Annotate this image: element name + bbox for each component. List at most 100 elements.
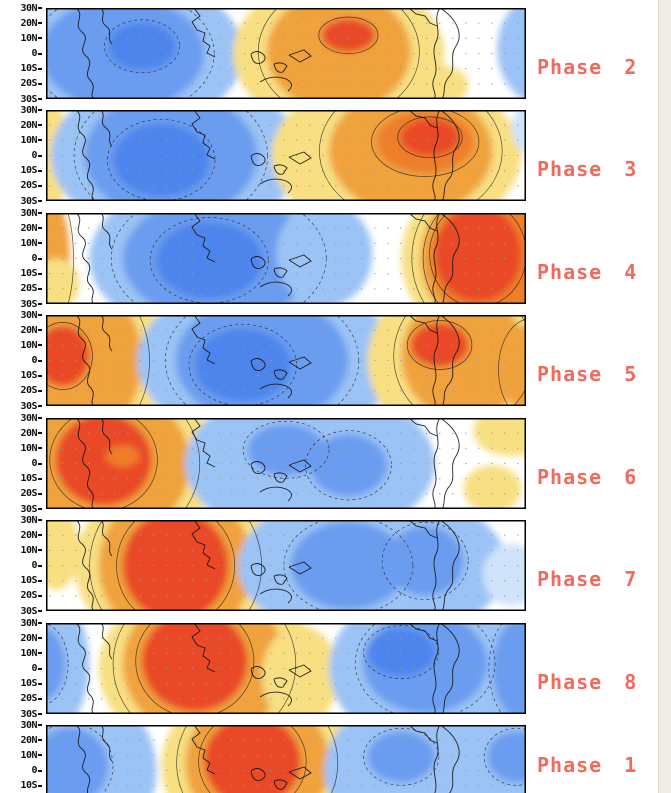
lat-tick: 10S (20, 165, 42, 177)
contour-line (135, 623, 255, 714)
tick-mark (38, 124, 42, 127)
tick-mark (38, 754, 42, 757)
lat-tick: 20N (20, 427, 42, 439)
lat-tick: 0 (31, 253, 42, 265)
phase-2-lat-axis: 30N 20N 10N 0 10S 20S 30S (0, 3, 42, 105)
contour-line (283, 520, 414, 611)
phase-7-map (46, 520, 526, 611)
tick-mark (38, 549, 42, 552)
contour-line (49, 418, 158, 509)
tick-mark (38, 242, 42, 245)
contour-line (318, 16, 379, 54)
lat-tick-label: 10S (20, 780, 37, 792)
tick-mark (38, 329, 42, 332)
lat-tick-label: 30N (20, 514, 37, 526)
tick-mark (38, 257, 42, 260)
lat-tick-label: 10S (20, 575, 37, 587)
lat-tick-label: 30S (20, 708, 37, 720)
lat-tick: 0 (31, 48, 42, 60)
lat-tick-label: 20N (20, 119, 37, 131)
phase-4-map (46, 213, 526, 304)
panel-border (46, 418, 526, 509)
tick-mark (38, 389, 42, 392)
lat-tick: 0 (31, 150, 42, 162)
contour-line (381, 521, 469, 601)
lat-tick: 10S (20, 473, 42, 485)
lat-tick: 0 (31, 765, 42, 777)
tick-mark (38, 492, 42, 495)
lat-tick: 10N (20, 544, 42, 556)
lat-tick-label: 30N (20, 719, 37, 731)
tick-mark (38, 477, 42, 480)
lat-tick-label: 10S (20, 473, 37, 485)
phase-label-phase-2: Phase 2 (537, 55, 638, 79)
coastlines-icon (75, 315, 460, 406)
contour-line (319, 110, 503, 201)
tick-mark (38, 212, 42, 214)
lat-tick-label: 10S (20, 370, 37, 382)
panel-phase-4 (46, 213, 526, 304)
lat-tick-label: 20S (20, 283, 37, 295)
lat-tick-label: 20S (20, 488, 37, 500)
lat-tick-label: 20N (20, 734, 37, 746)
lat-tick: 30N (20, 514, 42, 526)
lat-tick-label: 10N (20, 134, 37, 146)
panel-phase-8 (46, 623, 526, 714)
tick-mark (38, 534, 42, 537)
lat-tick: 20N (20, 119, 42, 131)
lat-tick-label: 30S (20, 605, 37, 617)
phase-label-phase-3: Phase 3 (537, 157, 638, 181)
tick-mark (38, 344, 42, 347)
tick-mark (38, 22, 42, 25)
lat-tick-label: 20S (20, 385, 37, 397)
tick-mark (38, 769, 42, 772)
coastlines-icon (75, 213, 460, 304)
lat-tick: 30N (20, 104, 42, 116)
tick-mark (38, 82, 42, 85)
lat-tick: 20N (20, 529, 42, 541)
lat-tick: 20N (20, 17, 42, 29)
window-background-strip (658, 0, 671, 793)
panel-border (46, 315, 526, 406)
phase-2-map (46, 8, 526, 99)
lat-tick-label: 30N (20, 2, 37, 14)
lat-tick: 10S (20, 268, 42, 280)
lat-tick: 10N (20, 237, 42, 249)
tick-mark (38, 287, 42, 290)
lat-tick: 20S (20, 283, 42, 295)
contour-line (164, 315, 360, 406)
phase-6-map (46, 418, 526, 509)
lat-tick: 10N (20, 32, 42, 44)
lat-tick-label: 20N (20, 427, 37, 439)
tick-mark (38, 610, 42, 612)
lat-tick: 10S (20, 575, 42, 587)
tick-mark (38, 667, 42, 670)
lat-tick-label: 20S (20, 590, 37, 602)
tick-mark (38, 98, 42, 100)
lat-tick-label: 0 (31, 355, 37, 366)
panel-border (46, 8, 526, 99)
phase-8-map (46, 623, 526, 714)
lat-tick-label: 30N (20, 309, 37, 321)
lat-tick-label: 30N (20, 617, 37, 629)
tick-mark (38, 52, 42, 55)
tick-mark (38, 652, 42, 655)
phase-5-map (46, 315, 526, 406)
phase-8-lat-axis: 30N 20N 10N 0 10S 20S 30S (0, 618, 42, 720)
coastlines-icon (75, 8, 460, 99)
tick-mark (38, 564, 42, 567)
tick-mark (38, 784, 42, 787)
coastlines-icon (75, 623, 460, 714)
tick-mark (38, 405, 42, 407)
lat-tick: 20N (20, 324, 42, 336)
tick-mark (38, 697, 42, 700)
tick-mark (38, 314, 42, 316)
contour-line (104, 19, 180, 74)
contour-line (397, 116, 463, 159)
panel-phase-1 (46, 725, 526, 793)
panel-phase-6 (46, 418, 526, 509)
tick-mark (38, 579, 42, 582)
lat-tick: 20N (20, 734, 42, 746)
contour-line (354, 623, 496, 714)
tick-mark (38, 432, 42, 435)
